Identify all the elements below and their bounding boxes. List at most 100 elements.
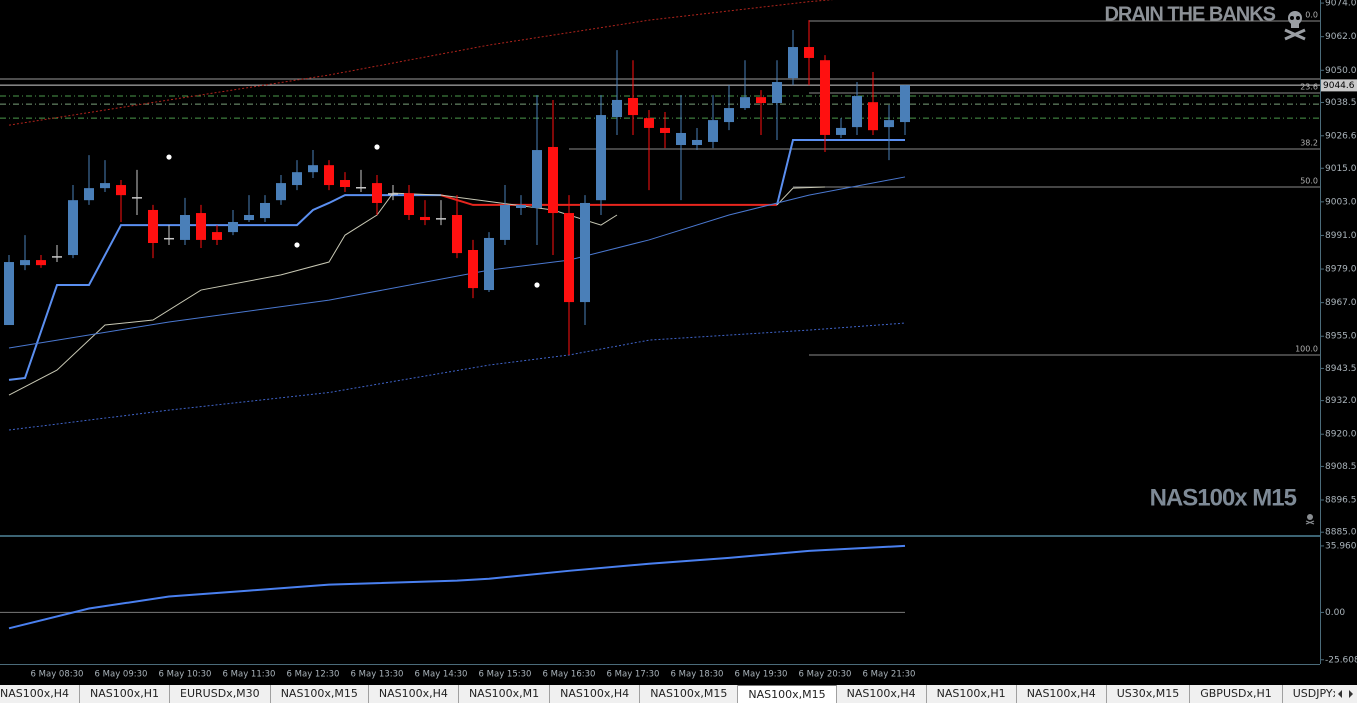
candle-body (772, 82, 782, 104)
candle-body (580, 202, 590, 303)
overlay-line (8, 322, 906, 431)
bid-box (1321, 79, 1357, 92)
fractal-marker (534, 282, 540, 288)
candle-body (404, 193, 414, 216)
candle-body (356, 187, 366, 189)
tab[interactable]: EURUSDx,M30 (170, 685, 271, 703)
candle-body (788, 47, 798, 79)
x-tick-label: 6 May 19:30 (735, 670, 788, 680)
symbol-watermark: NAS100x M15 (1150, 484, 1297, 511)
candle-body (340, 180, 350, 188)
candle-body (852, 96, 862, 128)
candle-body (244, 215, 254, 221)
candle-body (164, 237, 174, 240)
candle-body (20, 260, 30, 266)
candle-body (660, 127, 670, 133)
y-tick-label: 8896.5 (1325, 496, 1357, 506)
candle-body (532, 150, 542, 209)
fractal-marker (374, 144, 380, 150)
y-tick-label: 8932.0 (1325, 396, 1357, 406)
candle-body (148, 209, 158, 244)
axes: 9074.0 9062.0 9050.0 9038.5 9026.6 9015.0 9003… (31, 0, 1357, 680)
tab-scroll-arrows[interactable] (1335, 685, 1357, 703)
candle-body (836, 127, 846, 135)
x-tick-label: 6 May 10:30 (159, 670, 212, 680)
tab[interactable]: NAS100x,M1 (459, 685, 551, 703)
candle-body (468, 250, 478, 289)
tab[interactable]: GBPUSDx,H1 (1190, 685, 1283, 703)
candle-body (884, 120, 894, 128)
candle-body (900, 85, 910, 123)
y-tick-label: -25.6084 (1325, 655, 1357, 665)
x-tick-label: 6 May 17:30 (607, 670, 660, 680)
tab[interactable]: NAS100x,M15 (271, 685, 369, 703)
overlay-line (440, 194, 777, 206)
candle-body (4, 262, 14, 326)
y-tick-label: 9038.5 (1325, 98, 1357, 108)
y-tick-label: 8967.0 (1325, 298, 1357, 308)
fib-label: 23.6 (1300, 82, 1318, 91)
tab[interactable]: NAS100x,H4 (550, 685, 641, 703)
bid-label: 9044.6 (1323, 81, 1355, 91)
candle-body (116, 185, 126, 196)
candle-body (276, 183, 286, 201)
candle-body (212, 232, 222, 240)
y-tick-label: 8943.5 (1325, 364, 1357, 374)
candle-body (68, 200, 78, 256)
candle-body (452, 215, 462, 254)
tab-scroll (1335, 685, 1357, 703)
candle-body (84, 188, 94, 201)
tab[interactable]: NAS100x,H1 (80, 685, 171, 703)
indicator-line (8, 544, 906, 630)
x-tick-label: 6 May 12:30 (287, 670, 340, 680)
y-tick-label: 0.00 (1325, 608, 1345, 618)
candle-body (132, 197, 142, 199)
tab[interactable]: NAS100x,H4 (369, 685, 459, 703)
candle-body (564, 213, 574, 303)
y-tick-label: 8908.5 (1325, 462, 1357, 472)
y-tick-label: 8885.0 (1325, 528, 1357, 538)
candle-body (52, 256, 62, 258)
candle-body (484, 237, 494, 291)
overlay-line (776, 186, 826, 206)
fractal-marker (294, 242, 300, 248)
tab[interactable]: NAS100x,H4 (837, 685, 927, 703)
overlay-line (8, 194, 441, 381)
overlay-line (8, 0, 834, 126)
candle-body (708, 120, 718, 142)
candle-body (260, 202, 270, 219)
tab[interactable]: NAS100x,M15 (738, 685, 837, 703)
tab[interactable]: USDJPYx,Daily (1283, 685, 1335, 703)
overlay-line (776, 138, 905, 206)
candle-body (436, 218, 446, 220)
y-tick-label: 9003.0 (1325, 197, 1357, 207)
fib-label: 38.2 (1300, 138, 1318, 147)
main-pane: 0.0 23.6 38.2 50.0 100.0 (0, 0, 1320, 431)
candle-body (308, 165, 318, 173)
candle-body (804, 47, 814, 58)
tab[interactable]: NAS100x,H1 (927, 685, 1017, 703)
candle-body (756, 97, 766, 104)
tab[interactable]: NAS100x,M15 (640, 685, 739, 703)
candle-body (292, 172, 302, 186)
candle-body (196, 213, 206, 240)
candle-body (388, 193, 398, 195)
y-tick-label: 8991.0 (1325, 231, 1357, 241)
y-tick-label: 9074.0 (1325, 0, 1357, 9)
candle-body (724, 108, 734, 123)
tab[interactable]: NAS100x,H4 (0, 685, 81, 703)
candle-body (820, 60, 830, 135)
fib-label: 0.0 (1305, 10, 1318, 19)
candle-body (676, 132, 686, 146)
skull-icon (1284, 11, 1306, 41)
x-tick-label: 6 May 18:30 (671, 670, 724, 680)
tab[interactable]: US30x,M15 (1107, 685, 1191, 703)
watermark: DRAIN THE BANKS (1104, 3, 1275, 25)
candle-body (180, 215, 190, 240)
tab[interactable]: NAS100x,H4 (1017, 685, 1107, 703)
fib-label: 100.0 (1295, 344, 1318, 353)
y-tick-label: 9050.0 (1325, 66, 1357, 76)
candle-body (228, 222, 238, 233)
tab-bar: NAS100x,H4 NAS100x,H1 EURUSDx,M30 NAS100x,M… (0, 685, 1335, 703)
indicator-pane (0, 544, 906, 630)
